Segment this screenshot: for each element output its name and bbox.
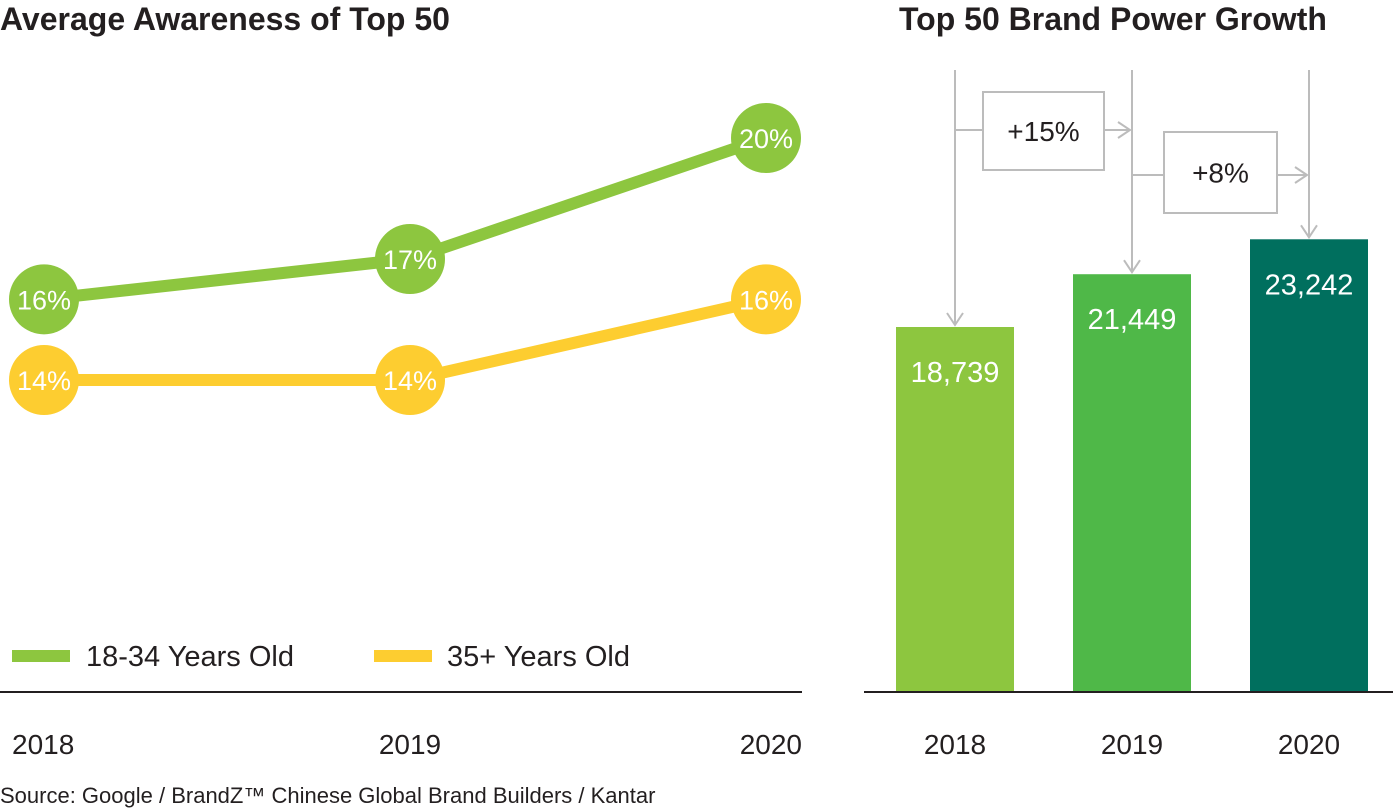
growth-box-2018-2019 <box>982 91 1105 171</box>
bar-chart-x-ticks: 2018 2019 2020 <box>924 729 1340 760</box>
bar-2018 <box>896 327 1014 692</box>
line-x-tick-2019: 2019 <box>379 729 441 760</box>
bar-x-tick-2019: 2019 <box>1101 729 1163 760</box>
series-35-years-old: 14% 14% 16% <box>9 264 801 415</box>
bar-chart-bars: 18,739 21,449 23,242 <box>896 239 1368 692</box>
bar-label-2020: 23,242 <box>1265 269 1354 301</box>
legend-swatch-35-plus <box>374 650 432 662</box>
series-18-34-years-old: 16% 17% 20% <box>9 103 801 335</box>
point-18-34-years-old-2018 <box>9 264 79 335</box>
line-x-tick-2018: 2018 <box>12 729 74 760</box>
vertical-arrow-2019 <box>1123 70 1141 275</box>
line-chart-x-ticks: 2018 2019 2020 <box>12 729 802 760</box>
point-label-35-years-old-2018: 14% <box>17 366 71 396</box>
vertical-arrow-2020 <box>1300 70 1318 240</box>
growth-label-2019-2020: +8% <box>1192 158 1249 189</box>
legend-label-18-34: 18-34 Years Old <box>86 641 294 673</box>
arrow-head-right <box>1117 121 1132 139</box>
growth-label-2018-2019: +15% <box>1007 116 1079 147</box>
line-chart-series: 14% 14% 16% 16% 17% 20% <box>9 103 801 415</box>
arrow-head-down <box>946 312 964 327</box>
source-note: Source: Google / BrandZ™ Chinese Global … <box>0 783 655 808</box>
growth-connector-2019-2020: +8% <box>1132 131 1309 214</box>
growth-arrows: +15% +8% <box>946 70 1318 327</box>
vertical-arrow-2018 <box>946 70 964 327</box>
point-label-18-34-years-old-2020: 20% <box>739 124 793 154</box>
arrow-head-down <box>1123 259 1141 275</box>
bar-label-2018: 18,739 <box>911 357 1000 389</box>
bar-label-2019: 21,449 <box>1088 304 1177 336</box>
point-35-years-old-2019 <box>375 345 445 415</box>
bar-2019 <box>1073 274 1191 692</box>
point-18-34-years-old-2020 <box>731 103 801 173</box>
legend-swatch-18-34 <box>12 650 70 662</box>
line-chart-title: Average Awareness of Top 50 <box>0 1 450 37</box>
line-x-tick-2020: 2020 <box>740 729 802 760</box>
line-chart-legend: 18-34 Years Old 35+ Years Old <box>12 641 630 673</box>
point-35-years-old-2018 <box>9 345 79 415</box>
legend-label-35-plus: 35+ Years Old <box>447 641 630 673</box>
bar-2020 <box>1250 239 1368 692</box>
growth-connector-2018-2019: +15% <box>955 91 1132 171</box>
bar-x-tick-2018: 2018 <box>924 729 986 760</box>
point-label-18-34-years-old-2018: 16% <box>17 285 71 315</box>
point-18-34-years-old-2019 <box>375 224 445 294</box>
bar-chart-title: Top 50 Brand Power Growth <box>899 1 1327 37</box>
bar-x-tick-2020: 2020 <box>1278 729 1340 760</box>
point-label-35-years-old-2020: 16% <box>739 285 793 315</box>
point-label-18-34-years-old-2019: 17% <box>383 245 437 275</box>
growth-box-2019-2020 <box>1163 131 1278 214</box>
point-label-35-years-old-2019: 14% <box>383 366 437 396</box>
point-35-years-old-2020 <box>731 264 801 335</box>
arrow-head-right <box>1294 166 1309 184</box>
arrow-head-down <box>1300 224 1318 240</box>
